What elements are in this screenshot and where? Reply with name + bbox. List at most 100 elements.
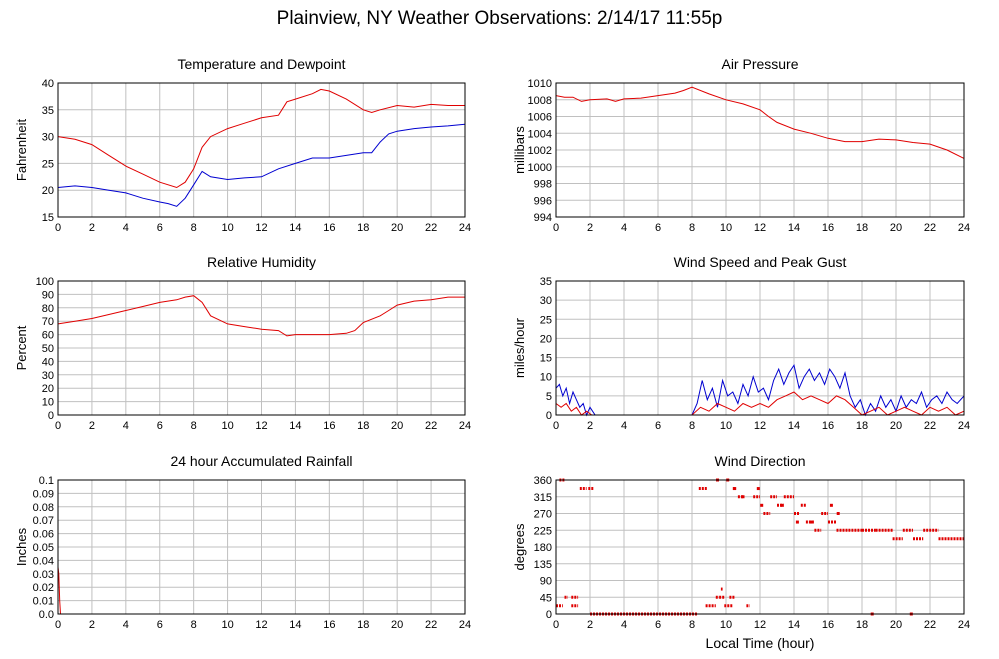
x-tick-label: 22 bbox=[924, 619, 936, 631]
y-tick-label: 10 bbox=[42, 397, 54, 409]
series-line bbox=[57, 88, 465, 189]
x-tick-label: 22 bbox=[425, 619, 437, 631]
x-tick-label: 16 bbox=[323, 420, 335, 432]
x-tick-label: 4 bbox=[123, 222, 129, 234]
y-tick-label: 0.1 bbox=[39, 475, 54, 487]
plot-frame bbox=[555, 479, 965, 615]
x-tick-label: 14 bbox=[788, 619, 800, 631]
x-tick-label: 14 bbox=[289, 222, 301, 234]
y-tick-label: 996 bbox=[534, 195, 552, 207]
x-tick-label: 24 bbox=[958, 619, 970, 631]
x-tick-label: 20 bbox=[890, 222, 902, 234]
x-tick-label: 24 bbox=[459, 222, 471, 234]
x-tick-label: 0 bbox=[553, 420, 559, 432]
y-tick-label: 0.07 bbox=[33, 515, 54, 527]
x-tick-label: 8 bbox=[689, 420, 695, 432]
x-tick-label: 6 bbox=[655, 420, 661, 432]
y-tick-label: 0.04 bbox=[33, 555, 54, 567]
chart-title: Wind Speed and Peak Gust bbox=[674, 254, 847, 270]
x-tick-label: 6 bbox=[157, 619, 163, 631]
chart-title: Air Pressure bbox=[721, 56, 798, 72]
data-point bbox=[836, 512, 840, 515]
y-tick-label: 40 bbox=[42, 356, 54, 368]
x-tick-label: 8 bbox=[191, 222, 197, 234]
chart-pressure: 0 2 4 6 8 10 12 14 16 18 20 22 249949969981000100210… bbox=[512, 56, 970, 234]
x-tick-label: 18 bbox=[357, 222, 369, 234]
x-tick-label: 24 bbox=[958, 222, 970, 234]
x-tick-label: 20 bbox=[890, 619, 902, 631]
x-tick-label: 4 bbox=[621, 222, 627, 234]
x-tick-label: 0 bbox=[553, 619, 559, 631]
y-tick-label: 25 bbox=[42, 158, 54, 170]
y-tick-label: 20 bbox=[540, 333, 552, 345]
x-tick-label: 22 bbox=[924, 222, 936, 234]
x-tick-label: 2 bbox=[89, 420, 95, 432]
y-tick-label: 0 bbox=[546, 609, 552, 621]
series-line bbox=[555, 391, 965, 416]
y-tick-label: 0.01 bbox=[33, 596, 54, 608]
y-tick-label: 0.03 bbox=[33, 569, 54, 581]
x-tick-label: 14 bbox=[788, 222, 800, 234]
x-tick-label: 0 bbox=[55, 420, 61, 432]
x-tick-label: 24 bbox=[459, 619, 471, 631]
x-tick-label: 24 bbox=[459, 420, 471, 432]
x-tick-label: 16 bbox=[822, 222, 834, 234]
y-tick-label: 90 bbox=[42, 289, 54, 301]
y-tick-label: 998 bbox=[534, 179, 552, 191]
x-tick-label: 16 bbox=[323, 619, 335, 631]
y-tick-label: 70 bbox=[42, 316, 54, 328]
x-tick-label: 12 bbox=[754, 420, 766, 432]
y-tick-label: 994 bbox=[534, 212, 552, 224]
y-tick-label: 0.05 bbox=[33, 542, 54, 554]
y-tick-label: 1010 bbox=[528, 78, 552, 90]
x-tick-label: 0 bbox=[55, 222, 61, 234]
y-axis-label: Inches bbox=[14, 527, 29, 566]
data-point bbox=[760, 503, 764, 507]
x-tick-label: 20 bbox=[391, 619, 403, 631]
x-tick-label: 20 bbox=[890, 420, 902, 432]
plot-frame bbox=[57, 479, 466, 615]
y-tick-label: 90 bbox=[540, 576, 552, 588]
y-tick-label: 0.0 bbox=[39, 609, 54, 621]
x-tick-label: 10 bbox=[720, 420, 732, 432]
y-axis-label: miles/hour bbox=[512, 317, 527, 378]
data-point bbox=[756, 487, 760, 491]
chart-rain: 0 2 4 6 8 10 12 14 16 18 20 22 240.00.010.020.030.04… bbox=[14, 453, 471, 631]
chart-title: Relative Humidity bbox=[207, 254, 316, 270]
y-tick-label: 180 bbox=[534, 542, 552, 554]
x-tick-label: 2 bbox=[89, 222, 95, 234]
x-tick-label: 4 bbox=[621, 619, 627, 631]
chart-temp: 0 2 4 6 8 10 12 14 16 18 20 22 24152025303540Tempera… bbox=[14, 56, 471, 234]
x-tick-label: 8 bbox=[191, 619, 197, 631]
x-tick-label: 12 bbox=[255, 222, 267, 234]
x-tick-label: 10 bbox=[720, 222, 732, 234]
x-tick-label: 16 bbox=[323, 222, 335, 234]
plot-frame bbox=[555, 82, 965, 218]
x-tick-label: 2 bbox=[89, 619, 95, 631]
data-point bbox=[795, 520, 799, 524]
chart-title: Temperature and Dewpoint bbox=[177, 56, 345, 72]
plot-frame bbox=[57, 82, 466, 218]
y-tick-label: 0.08 bbox=[33, 502, 54, 514]
y-tick-label: 1006 bbox=[528, 112, 552, 124]
y-tick-label: 1008 bbox=[528, 95, 552, 107]
x-tick-label: 0 bbox=[55, 619, 61, 631]
y-tick-label: 60 bbox=[42, 330, 54, 342]
x-tick-label: 2 bbox=[587, 619, 593, 631]
y-tick-label: 45 bbox=[540, 592, 552, 604]
y-tick-label: 15 bbox=[540, 353, 552, 365]
y-tick-label: 15 bbox=[42, 212, 54, 224]
x-tick-label: 20 bbox=[391, 222, 403, 234]
y-tick-label: 1000 bbox=[528, 162, 552, 174]
y-tick-label: 30 bbox=[42, 370, 54, 382]
x-tick-label: 0 bbox=[553, 222, 559, 234]
y-tick-label: 5 bbox=[546, 391, 552, 403]
y-tick-label: 80 bbox=[42, 303, 54, 315]
x-tick-label: 22 bbox=[425, 420, 437, 432]
x-tick-label: 4 bbox=[123, 619, 129, 631]
x-tick-label: 22 bbox=[924, 420, 936, 432]
x-tick-label: 16 bbox=[822, 420, 834, 432]
x-tick-label: 8 bbox=[689, 619, 695, 631]
chart-title: 24 hour Accumulated Rainfall bbox=[170, 453, 352, 469]
